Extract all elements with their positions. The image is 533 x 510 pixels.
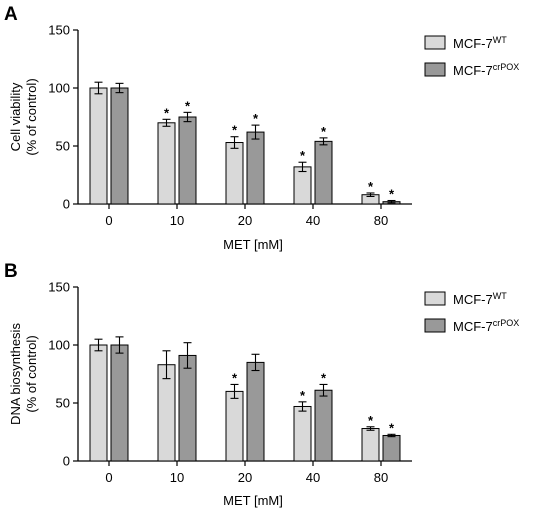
bar-crpox-10 — [178, 354, 197, 462]
legend-label-sup: WT — [493, 35, 507, 45]
bar-crpox-20 — [246, 131, 265, 205]
legend-label-wt: MCF-7WT — [453, 291, 507, 307]
significance-marker: * — [232, 370, 238, 385]
y-tick-label: 100 — [48, 81, 70, 96]
significance-marker: * — [368, 179, 374, 194]
bar-wt-40 — [293, 405, 312, 462]
panel-a: A Cell viability(% of control) 0 50 100 150 0 1… — [4, 4, 519, 252]
bar-crpox-0 — [110, 87, 129, 205]
y-axis-title-line1: Cell viability — [8, 82, 23, 151]
legend-label-sup: crPOX — [493, 62, 520, 72]
significance-marker: * — [368, 413, 374, 428]
bar-wt-0 — [89, 344, 108, 462]
legend-label-base: MCF-7 — [453, 63, 493, 78]
significance-marker: * — [232, 123, 238, 138]
y-tick-label: 50 — [56, 139, 70, 154]
bar-crpox-40 — [314, 140, 333, 205]
bar-wt-20 — [225, 142, 244, 205]
y-tick-label: 150 — [48, 280, 70, 295]
x-tick-label: 40 — [306, 470, 320, 485]
bar-wt-20 — [225, 390, 244, 462]
y-axis-title-line2: (% of control) — [24, 78, 39, 155]
x-tick-label: 40 — [306, 213, 320, 228]
y-axis-title-line2: (% of control) — [24, 335, 39, 412]
x-axis-title: MET [mM] — [223, 493, 283, 508]
y-tick-label: 100 — [48, 338, 70, 353]
y-tick-label: 0 — [63, 454, 70, 469]
significance-marker: * — [389, 420, 395, 435]
legend-label-sup: WT — [493, 291, 507, 301]
y-axis-title: DNA biosynthesis(% of control) — [8, 323, 39, 425]
y-axis-title: Cell viability(% of control) — [8, 78, 39, 155]
significance-marker: * — [164, 105, 170, 120]
significance-marker: * — [185, 98, 191, 113]
x-tick-label: 20 — [238, 213, 252, 228]
x-tick-label: 80 — [374, 470, 388, 485]
bar-wt-40 — [293, 166, 312, 205]
bar-crpox-0 — [110, 344, 129, 462]
bar-wt-80 — [361, 428, 380, 462]
significance-marker: * — [253, 111, 259, 126]
legend-swatch-crpox — [424, 318, 446, 333]
significance-marker: * — [389, 187, 395, 202]
panel-label: B — [4, 261, 18, 282]
legend-label-sup: crPOX — [493, 318, 520, 328]
bar-wt-10 — [157, 122, 176, 205]
y-tick-label: 150 — [48, 23, 70, 38]
bar-crpox-80 — [382, 434, 401, 462]
legend-label-wt: MCF-7WT — [453, 35, 507, 51]
legend-label-crpox: MCF-7crPOX — [453, 318, 519, 334]
bar-crpox-40 — [314, 389, 333, 462]
y-tick-label: 50 — [56, 396, 70, 411]
x-tick-label: 0 — [105, 213, 112, 228]
bar-crpox-20 — [246, 361, 265, 462]
legend-label-base: MCF-7 — [453, 36, 493, 51]
panel-label: A — [4, 4, 18, 25]
legend-label-crpox: MCF-7crPOX — [453, 62, 519, 78]
x-tick-label: 10 — [170, 213, 184, 228]
bar-crpox-10 — [178, 116, 197, 205]
x-axis-title: MET [mM] — [223, 237, 283, 252]
legend-label-base: MCF-7 — [453, 319, 493, 334]
y-tick-label: 0 — [63, 197, 70, 212]
x-tick-label: 10 — [170, 470, 184, 485]
significance-marker: * — [321, 124, 327, 139]
legend-label-base: MCF-7 — [453, 292, 493, 307]
legend-swatch-crpox — [424, 62, 446, 77]
legend-swatch-wt — [424, 291, 446, 306]
x-tick-label: 0 — [105, 470, 112, 485]
y-axis-title-line1: DNA biosynthesis — [8, 323, 23, 425]
x-tick-label: 20 — [238, 470, 252, 485]
legend-swatch-wt — [424, 35, 446, 50]
significance-marker: * — [321, 370, 327, 385]
significance-marker: * — [300, 388, 306, 403]
significance-marker: * — [300, 148, 306, 163]
bar-wt-0 — [89, 87, 108, 205]
x-tick-label: 80 — [374, 213, 388, 228]
